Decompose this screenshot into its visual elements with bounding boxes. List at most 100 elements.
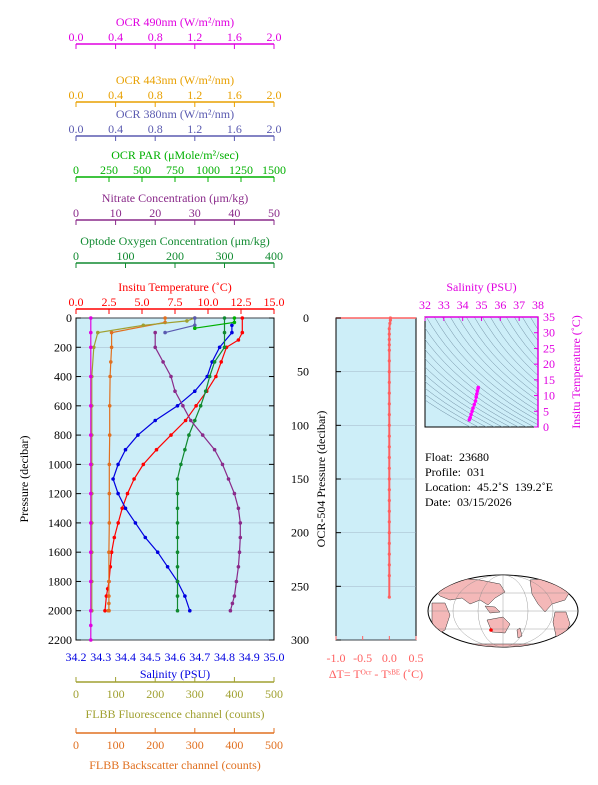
- series-point-backscatter: [107, 601, 111, 606]
- series-point-ocr490: [89, 433, 93, 437]
- series-point-backscatter: [107, 462, 112, 467]
- top-axis-tick-label-oxygen: 400: [265, 249, 283, 263]
- series-point-temp: [219, 360, 223, 364]
- series-point-temp: [183, 418, 188, 423]
- series-point-oxygen: [179, 462, 183, 467]
- delta-t-point: [387, 434, 391, 438]
- delta-t-point: [387, 445, 391, 449]
- series-point-oxygen: [175, 579, 180, 584]
- series-point-salinity: [193, 389, 197, 394]
- top-axis-tick-label-ocr490: 0.4: [108, 30, 123, 44]
- top-axis-tick-label-par: 750: [166, 163, 184, 177]
- bottom-axis-tick-label-fluor: 500: [265, 687, 283, 701]
- ts-ytick-label: 30: [543, 326, 555, 340]
- ts-density-contour: [458, 317, 538, 402]
- ts-density-contour: [514, 317, 538, 352]
- top-axis-label-temp: Insitu Temperature (˚C): [118, 280, 232, 294]
- delta-t-point: [387, 488, 391, 492]
- delta-t-point: [387, 563, 391, 567]
- delta-t-point: [387, 337, 391, 342]
- top-axis-tick-label-nitrate: 40: [228, 206, 240, 220]
- delta-t-xlabel: ΔT= Tᴼᶜʳ - Tˢᴮᴱ (˚C): [329, 667, 423, 681]
- series-point-nitrate: [181, 404, 185, 408]
- bottom-axis-tick-label-backscatter: 0: [73, 738, 79, 752]
- series-point-fluor: [92, 345, 96, 350]
- ts-density-contour: [425, 349, 527, 427]
- series-point-temp: [109, 550, 114, 554]
- series-point-temp: [141, 462, 146, 467]
- series-point-salinity: [123, 447, 128, 452]
- top-axis-tick-label-ocr490: 0.8: [148, 30, 163, 44]
- main-bottom-axes: 34.2 34.3 34.4 34.5 34.6 34.7 34.8 34.9 35.0 Sali…: [66, 650, 285, 772]
- top-axis-tick-label-temp: 7.5: [168, 295, 183, 309]
- ts-density-contour: [450, 317, 538, 407]
- series-point-fluor: [96, 330, 100, 335]
- date-value: 03/15/2026: [457, 495, 512, 509]
- top-axis-tick-label-ocr443: 1.6: [227, 88, 242, 102]
- series-point-oxygen: [183, 447, 187, 452]
- series-point-nitrate: [237, 550, 242, 554]
- series-point-nitrate: [232, 491, 237, 496]
- top-axis-tick-label-nitrate: 10: [110, 206, 122, 220]
- ts-density-contour: [434, 317, 538, 417]
- delta-t-xtick-label: 0.0: [382, 651, 397, 665]
- top-axis-tick-label-ocr380: 2.0: [267, 122, 282, 136]
- ts-density-contour: [425, 338, 535, 427]
- series-point-backscatter: [107, 579, 111, 584]
- profile-label: Profile:: [425, 465, 461, 479]
- series-point-fluor: [141, 323, 146, 328]
- pressure-tick-label: 400: [54, 370, 72, 384]
- series-point-backscatter: [107, 550, 111, 554]
- top-axis-tick-label-temp: 15.0: [264, 295, 285, 309]
- series-point-ocr490: [89, 608, 93, 613]
- delta-t-point: [387, 477, 391, 481]
- top-axis-tick-label-nitrate: 20: [149, 206, 161, 220]
- ts-point: [475, 392, 479, 396]
- delta-t-point: [387, 327, 391, 331]
- series-point-nitrate: [238, 535, 243, 540]
- ts-xtick-label: 35: [476, 298, 488, 312]
- series-point-nitrate: [153, 330, 157, 335]
- series-point-salinity: [136, 433, 140, 437]
- series-point-oxygen: [175, 550, 180, 554]
- ts-point: [472, 402, 477, 407]
- series-point-par: [193, 326, 197, 331]
- series-point-nitrate: [228, 608, 233, 613]
- series-point-ocr380: [163, 330, 167, 335]
- delta-t-point: [387, 509, 391, 513]
- ts-density-contour: [474, 317, 538, 390]
- series-point-salinity: [116, 491, 120, 496]
- series-point-salinity: [230, 323, 234, 328]
- series-point-salinity: [111, 477, 115, 481]
- ts-density-contour: [425, 393, 479, 427]
- top-axis-tick-label-oxygen: 100: [117, 249, 135, 263]
- ts-point: [469, 412, 473, 417]
- delta-t-point: [388, 318, 392, 322]
- series-point-temp: [132, 477, 136, 481]
- map-land-newzealand: [516, 627, 523, 639]
- series-point-salinity: [153, 418, 157, 423]
- series-point-ocr380: [193, 316, 197, 320]
- series-point-nitrate: [169, 374, 173, 379]
- series-point-nitrate: [173, 389, 177, 394]
- top-axis-tick-label-ocr443: 0.0: [69, 88, 84, 102]
- series-point-ocr490: [89, 330, 93, 335]
- series-point-backscatter: [163, 316, 167, 320]
- profile-value: 031: [467, 465, 485, 479]
- top-axis-tick-label-temp: 5.0: [135, 295, 150, 309]
- ts-point: [474, 395, 479, 399]
- pressure-tick-label: 2200: [48, 633, 72, 647]
- delta-t-point: [387, 466, 391, 470]
- bottom-axis-tick-label-backscatter: 500: [265, 738, 283, 752]
- ts-density-contour: [425, 387, 487, 427]
- bottom-axis-tick-label-backscatter: 400: [225, 738, 243, 752]
- pressure-tick-label: 1400: [48, 516, 72, 530]
- series-point-salinity: [188, 608, 192, 613]
- series-point-nitrate: [189, 418, 193, 423]
- top-axis-tick-label-oxygen: 300: [216, 249, 234, 263]
- series-point-ocr490: [89, 345, 93, 350]
- delta-t-ytick-label: 100: [291, 418, 309, 432]
- series-point-salinity: [133, 521, 138, 525]
- bottom-axis-tick-label-salinity: 34.3: [90, 650, 111, 664]
- series-line-fluor: [91, 317, 196, 611]
